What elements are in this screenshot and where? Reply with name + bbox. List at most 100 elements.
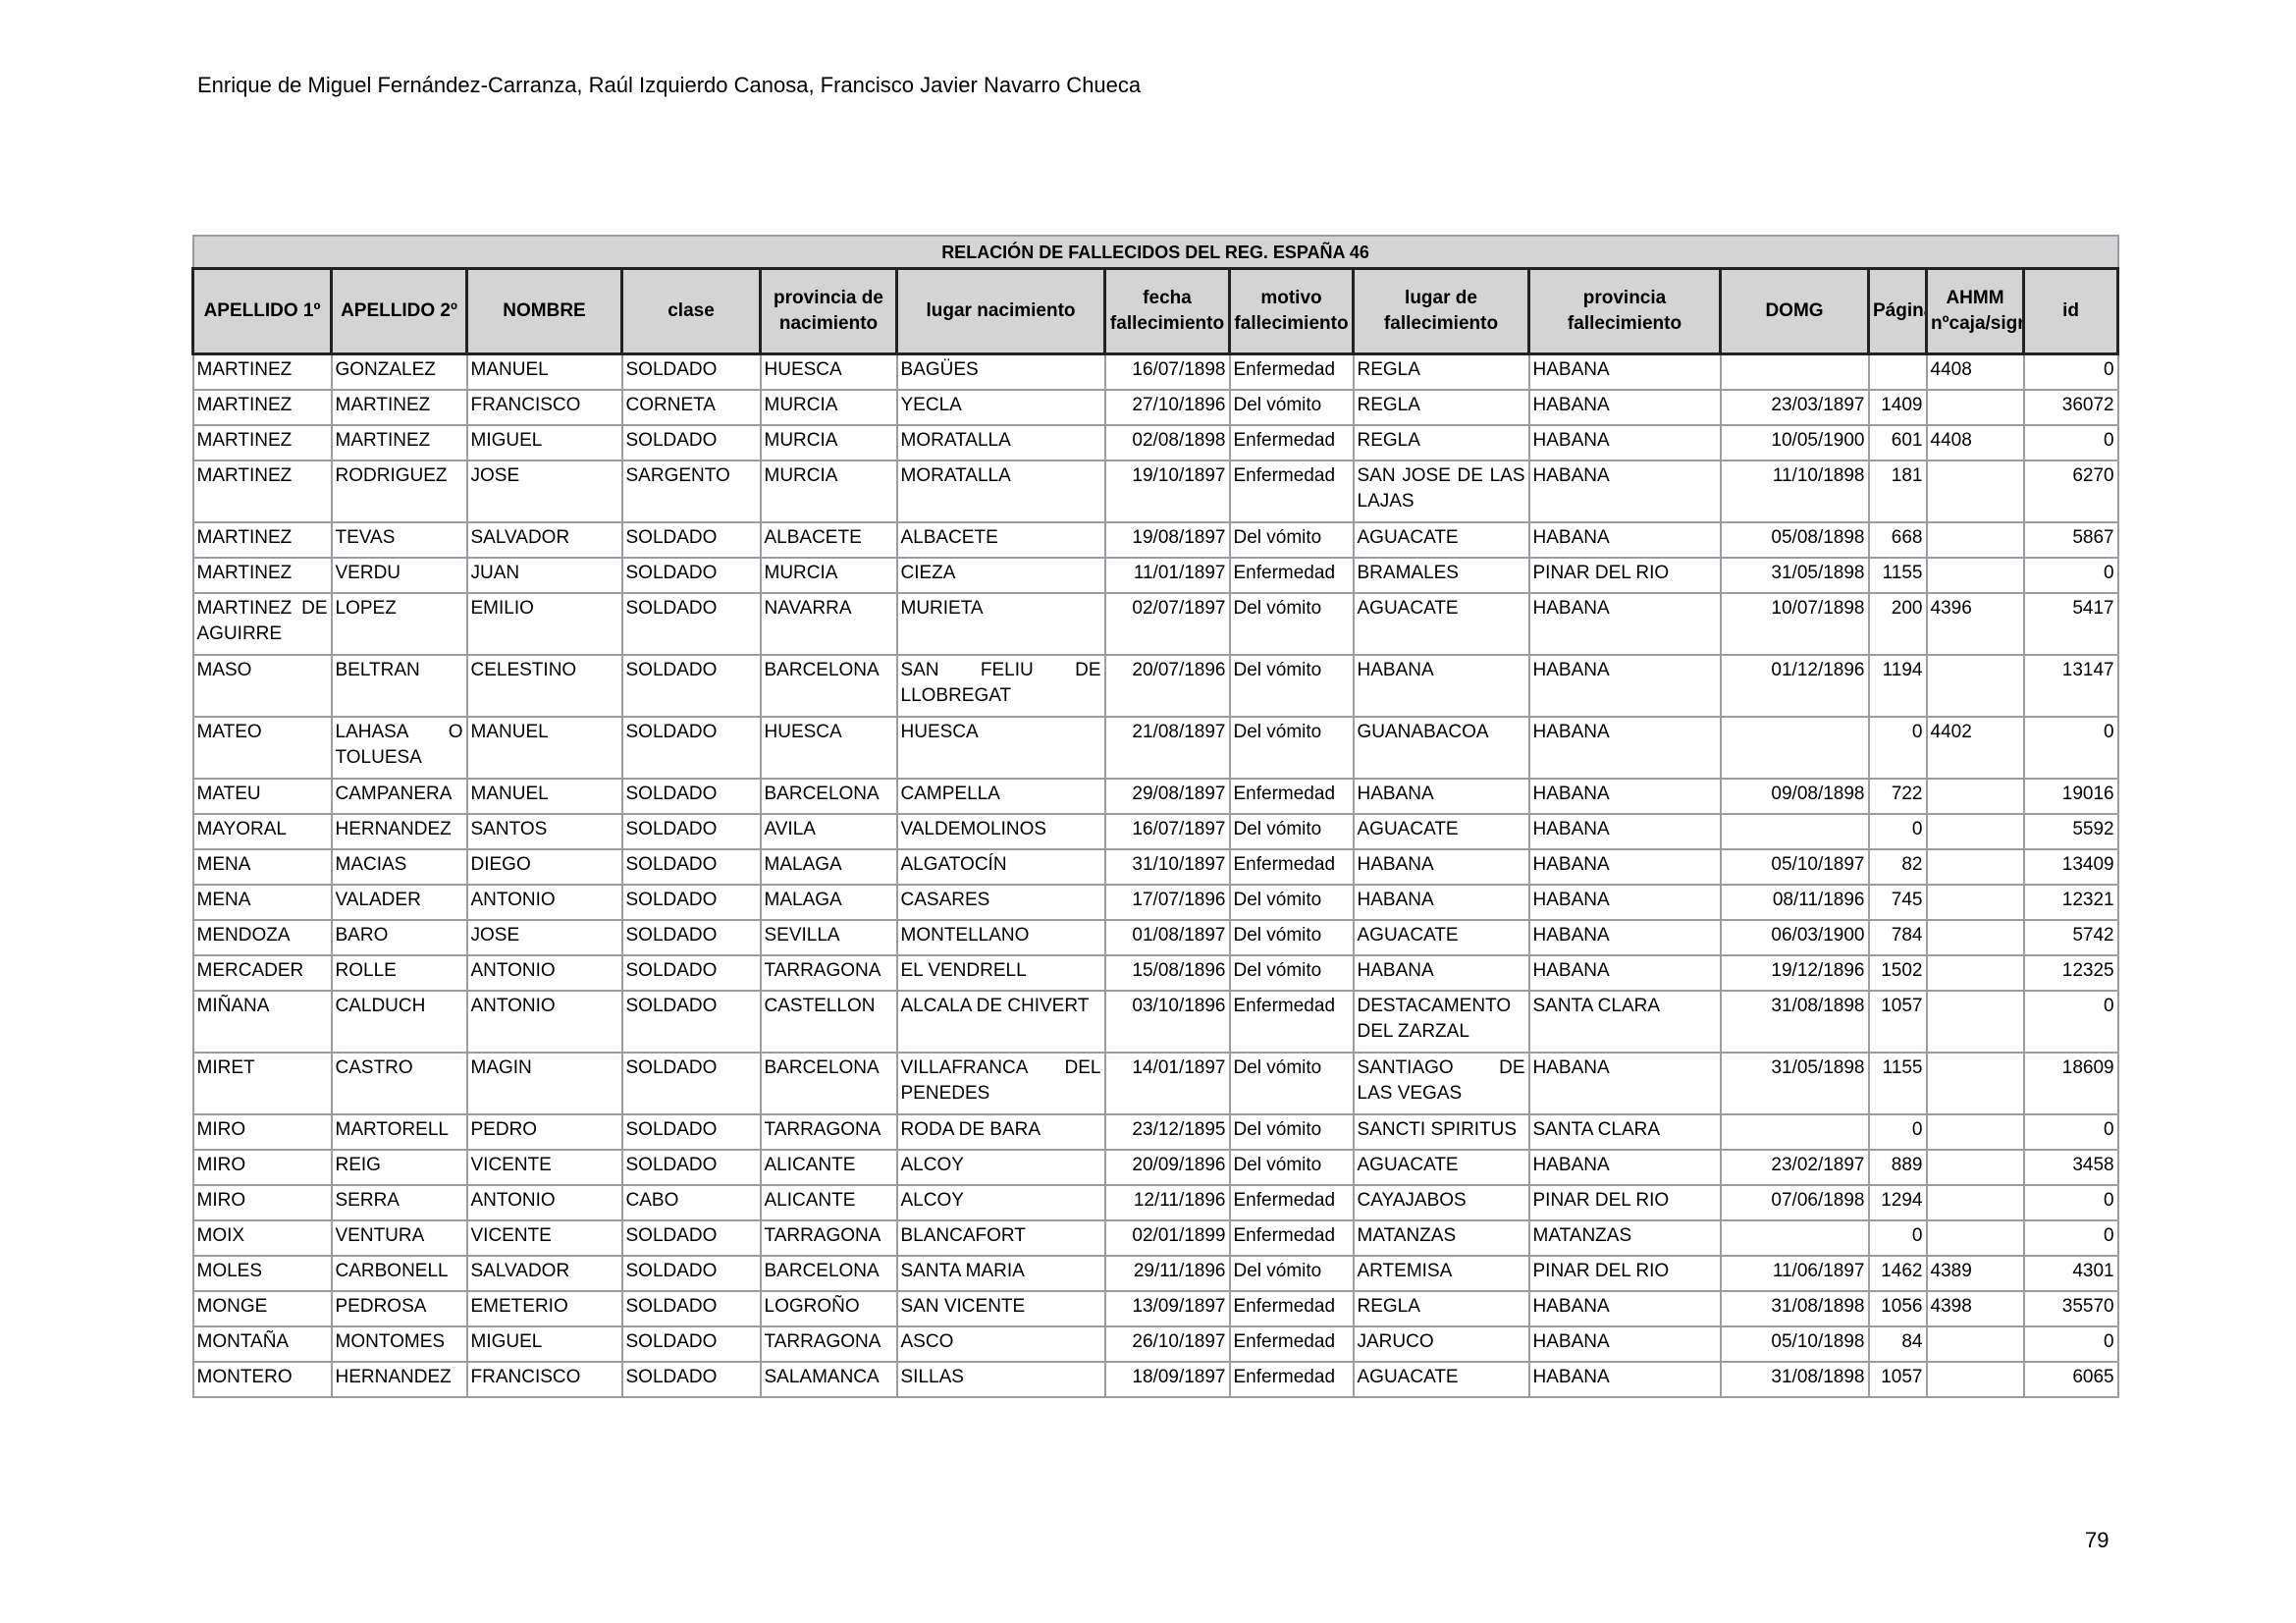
table-row: MARTINEZ TEVAS SALVADOR SOLDADO ALBACETE ALBA… — [191, 521, 2119, 559]
table-row: MONTERO HERNANDEZ FRANCISCO SOLDADO SALAMANC… — [191, 1361, 2119, 1398]
table-cell: Enfermedad — [1228, 460, 1355, 523]
table-row: MOLES CARBONELL SALVADOR SOLDADO BARCELONA SA… — [191, 1255, 2119, 1292]
table-cell — [1925, 1052, 2025, 1115]
table-cell: SOLDADO — [620, 352, 762, 391]
table-cell: 4396 — [1925, 592, 2025, 656]
table-cell: PEDROSA — [330, 1290, 468, 1327]
table-cell: 601 — [1867, 424, 1928, 461]
table-cell: 5592 — [2022, 813, 2119, 850]
table-cell: 668 — [1867, 521, 1928, 559]
table-cell: HABANA — [1527, 1325, 1722, 1363]
table-cell: 12325 — [2022, 954, 2119, 992]
table-cell: HABANA — [1527, 352, 1722, 391]
table-cell: CAMPANERA — [330, 778, 468, 815]
table-cell: TARRAGONA — [759, 954, 898, 992]
table-cell: 4398 — [1925, 1290, 2025, 1327]
table-cell: SANTA CLARA — [1527, 1113, 1722, 1151]
table-cell: MATANZAS — [1352, 1219, 1530, 1257]
table-cell: MARTINEZ — [330, 424, 468, 461]
table-cell: SALVADOR — [465, 521, 623, 559]
table-cell: MATEO — [191, 716, 333, 780]
table-cell: Del vómito — [1228, 654, 1355, 718]
table-cell: 10/07/1898 — [1719, 592, 1870, 656]
column-header: fecha fallecimiento — [1103, 267, 1231, 355]
table-cell: AGUACATE — [1352, 1149, 1530, 1186]
table-cell: AGUACATE — [1352, 813, 1530, 850]
table-cell: 05/08/1898 — [1719, 521, 1870, 559]
table-cell: 0 — [2022, 990, 2119, 1054]
table-cell: TEVAS — [330, 521, 468, 559]
table-cell: 19/10/1897 — [1103, 460, 1231, 523]
table-row: MIRO MARTORELL PEDRO SOLDADO TARRAGONA RODA D… — [191, 1113, 2119, 1151]
table-cell: MALAGA — [759, 884, 898, 921]
table-cell: Enfermedad — [1228, 352, 1355, 391]
table-cell: SAN FELIU DE LLOBREGAT — [895, 654, 1106, 718]
table-cell: HUESCA — [759, 352, 898, 391]
table-cell — [1925, 654, 2025, 718]
table-cell: BARCELONA — [759, 1052, 898, 1115]
table-cell — [1719, 813, 1870, 850]
table-cell: SOLDADO — [620, 1113, 762, 1151]
table-cell: HABANA — [1527, 389, 1722, 426]
table-cell: HERNANDEZ — [330, 1361, 468, 1398]
table-cell: MATEU — [191, 778, 333, 815]
table-cell: Del vómito — [1228, 884, 1355, 921]
table-cell: AGUACATE — [1352, 919, 1530, 956]
table-title: RELACIÓN DE FALLECIDOS DEL REG. ESPAÑA 4… — [191, 235, 2119, 270]
table-cell: HERNANDEZ — [330, 813, 468, 850]
table-cell: 16/07/1897 — [1103, 813, 1231, 850]
table-row: MARTINEZ RODRIGUEZ JOSE SARGENTO MURCIA MORAT… — [191, 460, 2119, 523]
table-cell: SANTOS — [465, 813, 623, 850]
table-cell: 31/08/1898 — [1719, 1361, 1870, 1398]
table-cell: VALADER — [330, 884, 468, 921]
table-cell: MIRO — [191, 1184, 333, 1221]
table-cell: MENA — [191, 884, 333, 921]
table-cell: 02/01/1899 — [1103, 1219, 1231, 1257]
table-cell: MONGE — [191, 1290, 333, 1327]
table-cell: MARTINEZ — [330, 389, 468, 426]
column-header: AHMM nºcaja/signatura — [1925, 267, 2025, 355]
table-cell: 19016 — [2022, 778, 2119, 815]
table-cell: MAGIN — [465, 1052, 623, 1115]
table-cell: VENTURA — [330, 1219, 468, 1257]
table-cell: 15/08/1896 — [1103, 954, 1231, 992]
table-cell: MOLES — [191, 1255, 333, 1292]
table-cell — [1925, 848, 2025, 886]
table-cell — [1719, 352, 1870, 391]
table-cell: HABANA — [1527, 654, 1722, 718]
table-cell: MIRET — [191, 1052, 333, 1115]
table-row: MONTAÑA MONTOMES MIGUEL SOLDADO TARRAGONA ASC… — [191, 1325, 2119, 1363]
table-cell: ALICANTE — [759, 1149, 898, 1186]
table-cell: 1409 — [1867, 389, 1928, 426]
table-cell: Del vómito — [1228, 954, 1355, 992]
table-cell: MURCIA — [759, 460, 898, 523]
table-cell: 16/07/1898 — [1103, 352, 1231, 391]
table-cell: 4389 — [1925, 1255, 2025, 1292]
table-row: MIRO REIG VICENTE SOLDADO ALICANTE ALCOY 20/09… — [191, 1149, 2119, 1186]
table-cell: 1194 — [1867, 654, 1928, 718]
table-cell: MAYORAL — [191, 813, 333, 850]
table-cell: SEVILLA — [759, 919, 898, 956]
table-cell: FRANCISCO — [465, 1361, 623, 1398]
table-cell: 26/10/1897 — [1103, 1325, 1231, 1363]
table-cell: YECLA — [895, 389, 1106, 426]
table-cell: 1057 — [1867, 1361, 1928, 1398]
table-cell: 20/07/1896 — [1103, 654, 1231, 718]
table-row: MARTINEZ MARTINEZ FRANCISCO CORNETA MURCIA YE… — [191, 389, 2119, 426]
table-cell: 31/08/1898 — [1719, 1290, 1870, 1327]
table-cell — [1925, 884, 2025, 921]
table-row: MOIX VENTURA VICENTE SOLDADO TARRAGONA BLANCA… — [191, 1219, 2119, 1257]
table-row: MARTINEZ MARTINEZ MIGUEL SOLDADO MURCIA MORAT… — [191, 424, 2119, 461]
table-cell: BRAMALES — [1352, 557, 1530, 594]
table-cell: MONTAÑA — [191, 1325, 333, 1363]
table-cell: 02/08/1898 — [1103, 424, 1231, 461]
table-cell: HABANA — [1527, 521, 1722, 559]
table-cell: MONTERO — [191, 1361, 333, 1398]
column-header: lugar nacimiento — [895, 267, 1106, 355]
table-cell: GUANABACOA — [1352, 716, 1530, 780]
table-cell: SOLDADO — [620, 654, 762, 718]
table-cell: ANTONIO — [465, 954, 623, 992]
table-cell: ANTONIO — [465, 1184, 623, 1221]
table-cell: MIGUEL — [465, 424, 623, 461]
table-cell: CELESTINO — [465, 654, 623, 718]
